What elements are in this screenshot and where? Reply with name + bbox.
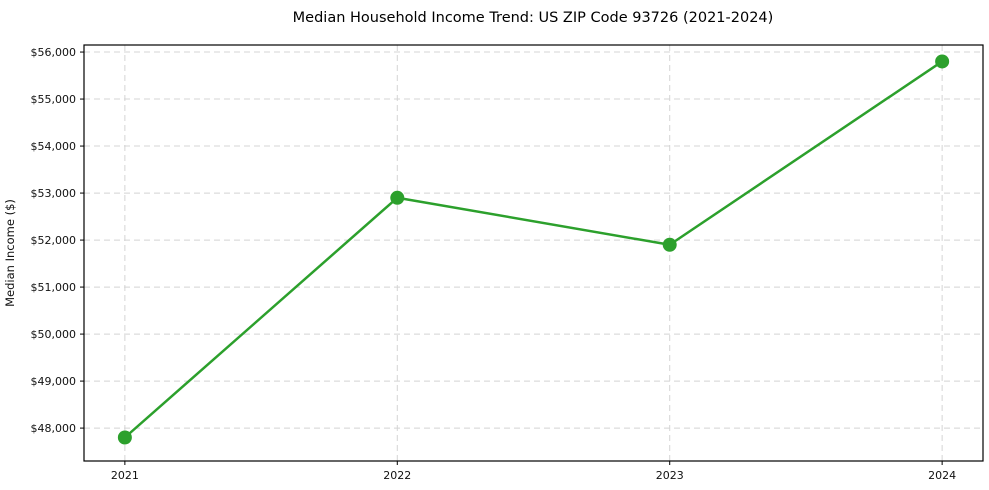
plot-border (83, 44, 984, 462)
gridlines (84, 45, 983, 461)
axis-tick-marks (80, 51, 943, 465)
x-axis-tick-labels: 2021 2022 2023 2024 (111, 469, 956, 482)
y-tick-label: $51,000 (31, 281, 77, 294)
x-tick-label: 2021 (111, 469, 139, 482)
y-tick-label: $48,000 (31, 422, 77, 435)
y-tick-label: $50,000 (31, 328, 77, 341)
trend-line (123, 60, 944, 439)
data-point-2023 (662, 237, 677, 252)
data-point-2021 (117, 430, 132, 445)
chart-title: Median Household Income Trend: US ZIP Co… (293, 10, 774, 26)
data-point-2022 (390, 190, 405, 205)
y-tick-label: $54,000 (31, 140, 77, 153)
y-axis-tick-labels: $48,000 $49,000 $50,000 $51,000 $52,000 $53,0… (31, 46, 77, 435)
y-tick-label: $49,000 (31, 375, 77, 388)
y-tick-label: $52,000 (31, 234, 77, 247)
trend-line-series (117, 54, 950, 445)
x-tick-label: 2022 (383, 469, 411, 482)
x-tick-label: 2023 (656, 469, 684, 482)
data-point-2024 (935, 54, 950, 69)
y-axis-label: Median Income ($) (3, 199, 17, 307)
y-tick-label: $53,000 (31, 187, 77, 200)
y-tick-label: $56,000 (31, 46, 77, 59)
y-tick-label: $55,000 (31, 93, 77, 106)
x-tick-label: 2024 (928, 469, 956, 482)
